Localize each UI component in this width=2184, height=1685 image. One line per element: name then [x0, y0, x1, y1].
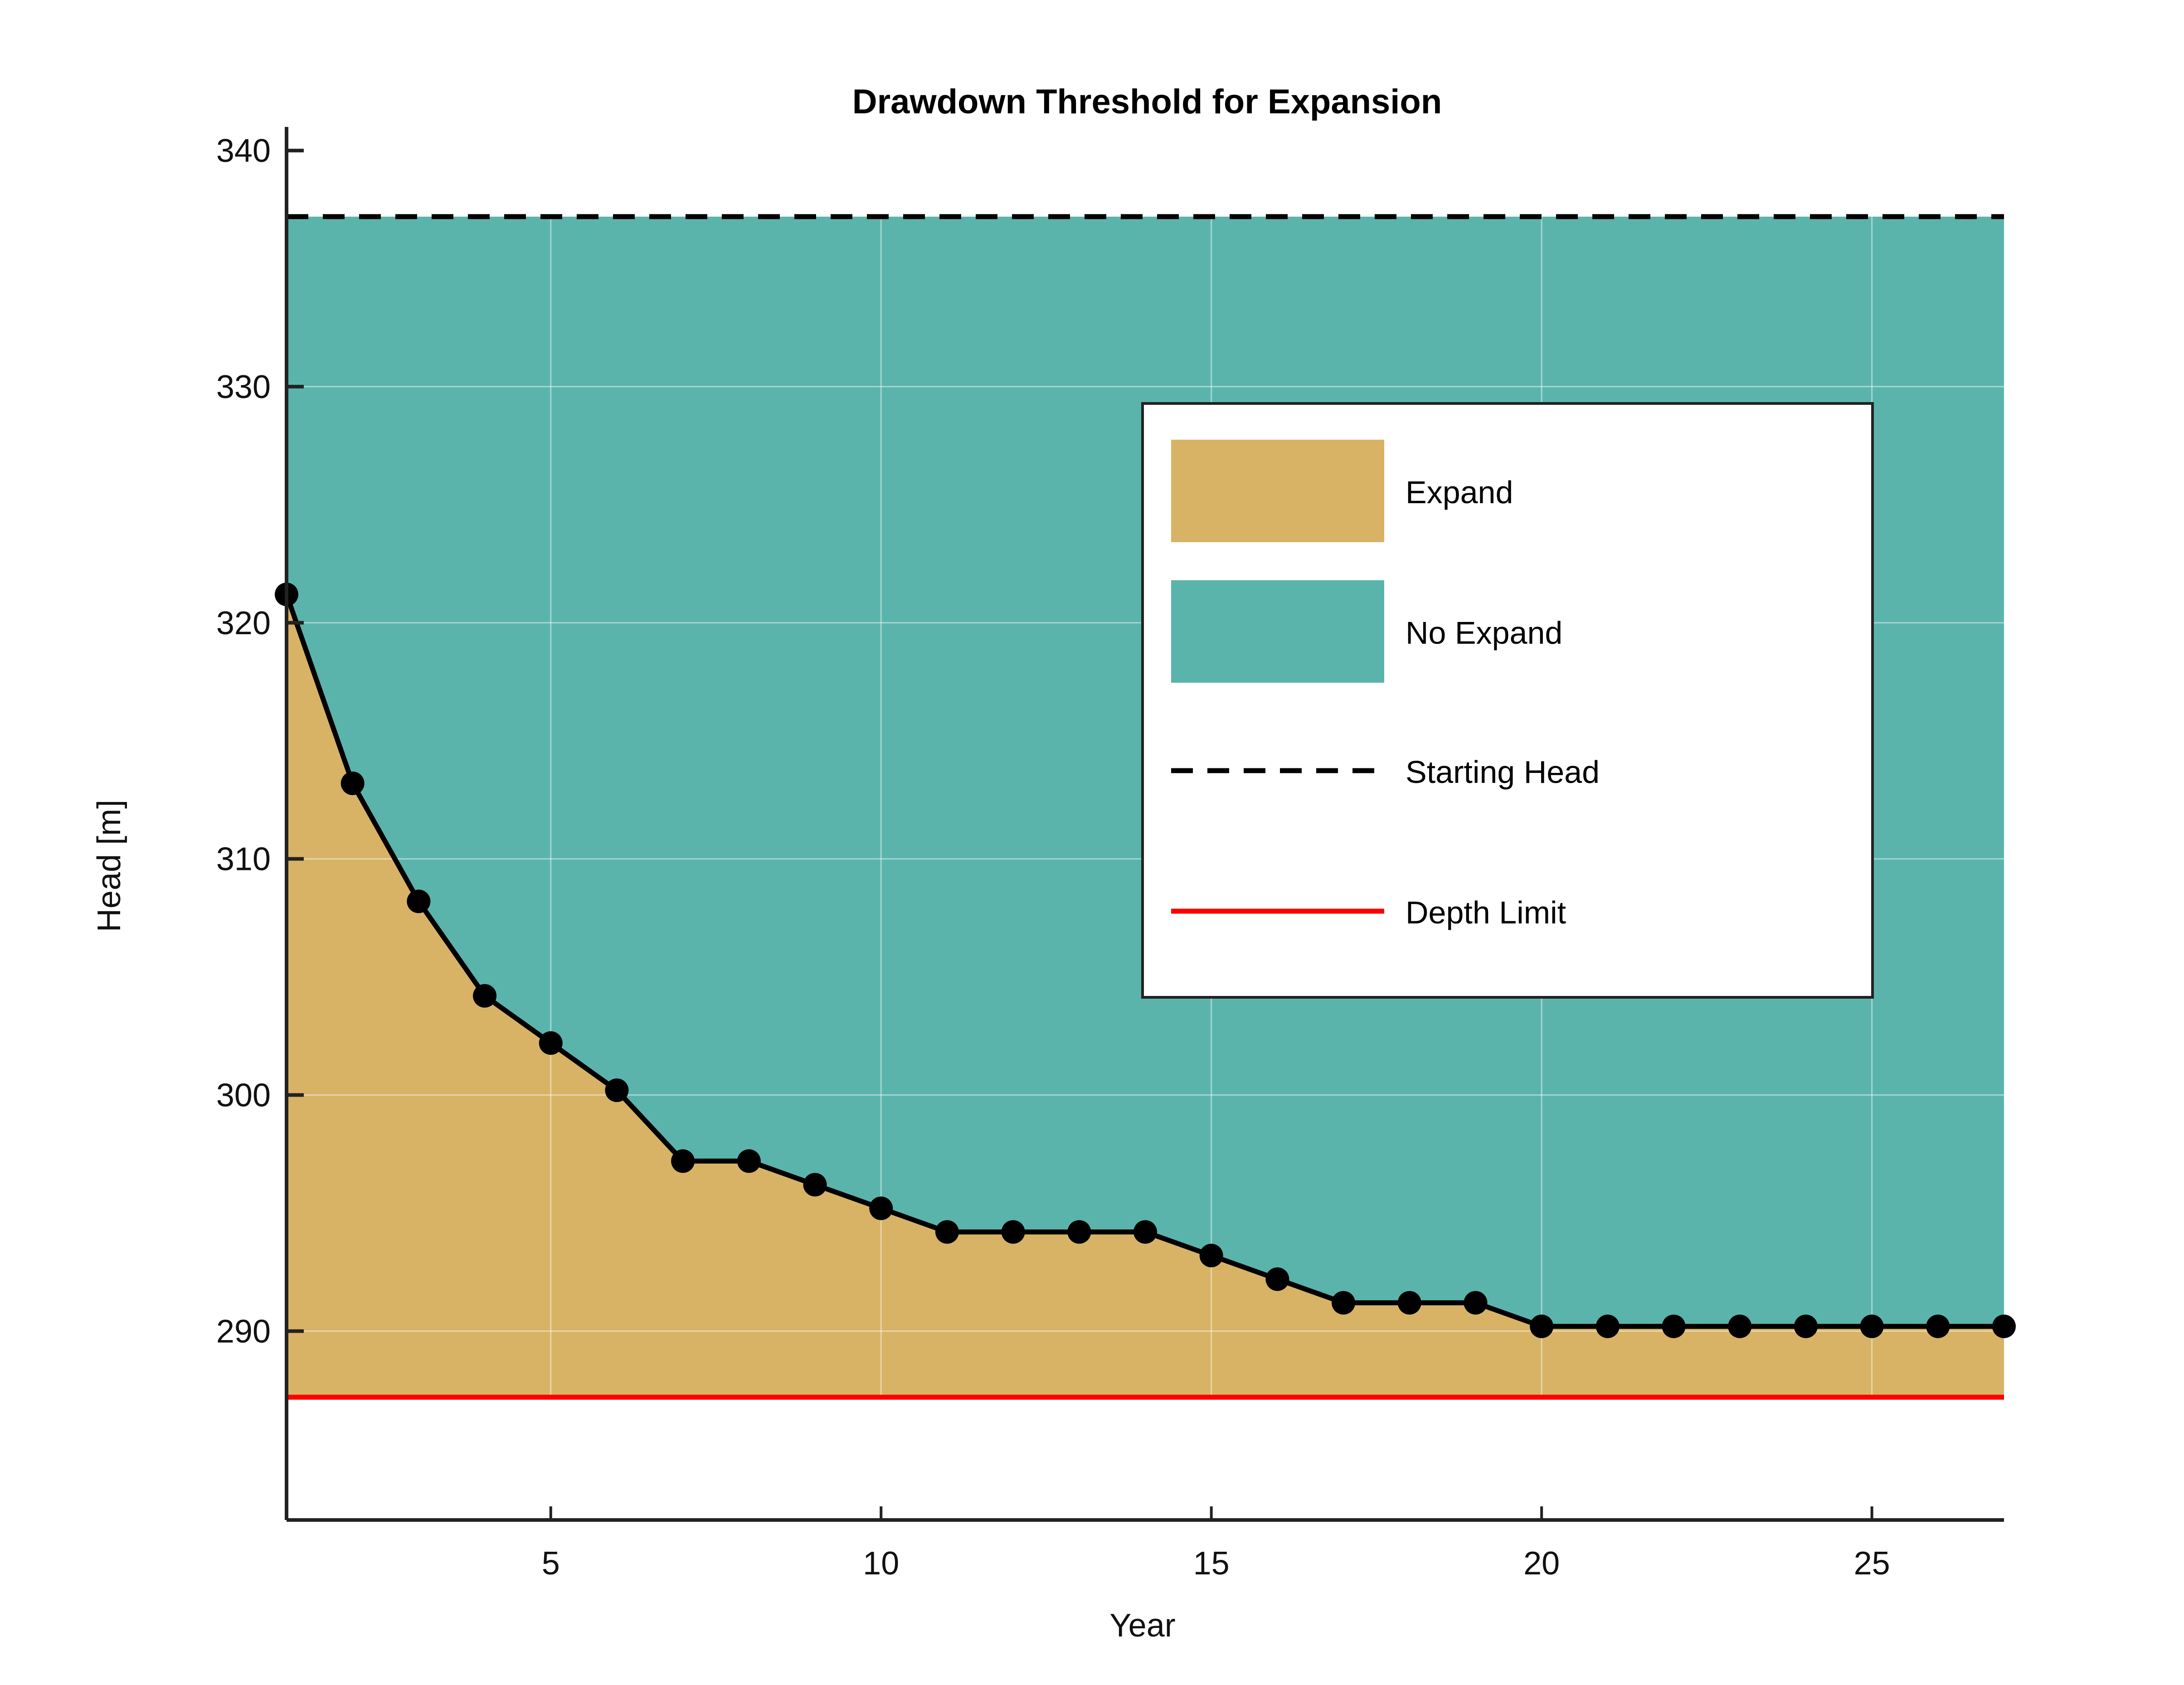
y-tick-label: 340: [216, 133, 271, 169]
reference-lines: [287, 214, 2004, 1400]
threshold-point: [1794, 1314, 1818, 1338]
threshold-point: [1662, 1314, 1686, 1338]
legend-label-expand: Expand: [1406, 475, 1513, 510]
threshold-point: [1595, 1314, 1620, 1338]
x-tick-label: 20: [1523, 1545, 1560, 1582]
threshold-point: [340, 771, 365, 795]
threshold-point: [1133, 1220, 1157, 1244]
threshold-point: [407, 889, 431, 913]
legend: Expand No Expand Starting Head Depth Lim…: [1141, 402, 1874, 999]
x-axis-label: Year: [1109, 1607, 1175, 1644]
y-tick-label: 320: [216, 605, 271, 641]
x-tick-label: 5: [542, 1545, 560, 1582]
threshold-point: [869, 1196, 893, 1220]
threshold-point: [1464, 1291, 1488, 1315]
threshold-point: [1001, 1220, 1025, 1244]
y-tick-label: 300: [216, 1077, 271, 1113]
legend-label-depth-limit: Depth Limit: [1406, 895, 1566, 930]
x-tick-label: 10: [863, 1545, 899, 1582]
y-tick-label: 330: [216, 369, 271, 405]
threshold-point: [1992, 1314, 2016, 1338]
threshold-point: [1067, 1220, 1091, 1244]
threshold-point: [737, 1149, 761, 1173]
threshold-series: [275, 583, 2016, 1338]
threshold-point: [539, 1031, 563, 1055]
threshold-point: [671, 1149, 695, 1173]
threshold-point: [1530, 1314, 1554, 1338]
axes: 5 10 15 20 25 290 300 310 320 330 340: [216, 127, 2004, 1582]
y-tick-label: 290: [216, 1313, 271, 1350]
threshold-point: [1332, 1291, 1356, 1315]
threshold-point: [1860, 1314, 1884, 1338]
chart-title: Drawdown Threshold for Expansion: [852, 83, 1442, 121]
x-tick-label: 15: [1193, 1545, 1230, 1582]
threshold-point: [473, 984, 497, 1008]
x-tick-label: 25: [1854, 1545, 1890, 1582]
threshold-point: [1265, 1267, 1289, 1291]
threshold-point: [605, 1078, 629, 1102]
threshold-point: [803, 1173, 827, 1197]
threshold-point: [1728, 1314, 1752, 1338]
y-axis-label: Head [m]: [91, 800, 127, 932]
threshold-point: [1397, 1291, 1421, 1315]
expand-area: [287, 594, 2004, 1398]
legend-swatch-expand: [1171, 440, 1384, 542]
threshold-point: [935, 1220, 959, 1244]
threshold-point: [1199, 1243, 1223, 1267]
threshold-point: [1926, 1314, 1950, 1338]
legend-swatch-no-expand: [1171, 580, 1384, 683]
legend-label-starting-head: Starting Head: [1406, 754, 1600, 790]
y-tick-label: 310: [216, 841, 271, 878]
legend-label-no-expand: No Expand: [1406, 615, 1562, 651]
